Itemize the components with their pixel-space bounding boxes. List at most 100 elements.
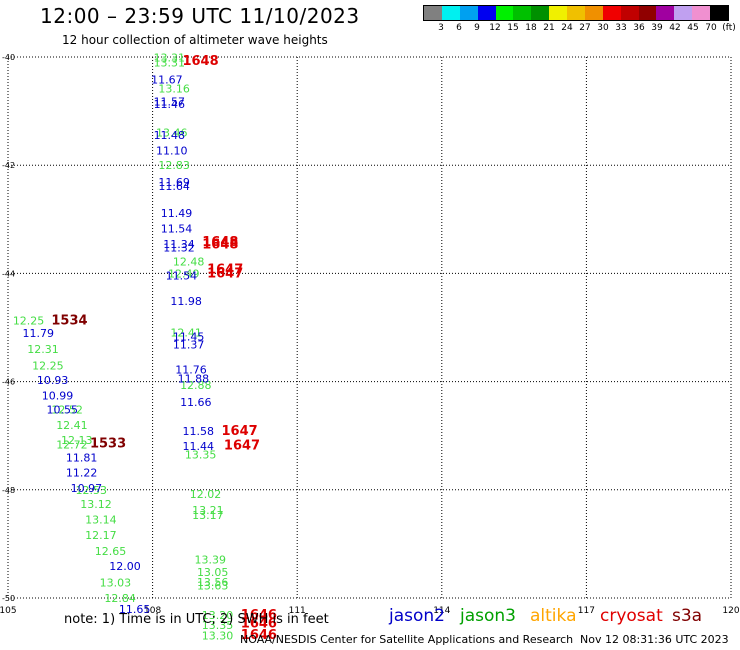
x-tick-label: 120 xyxy=(722,606,739,616)
cryosat-point-label: 1647 xyxy=(224,438,260,453)
color-swatch xyxy=(513,6,532,20)
jason3-point-label: 13.39 xyxy=(195,554,227,567)
color-scale-label: 9 xyxy=(474,23,480,33)
cryosat-point-label: 1647 xyxy=(207,266,243,281)
y-tick-label: -42 xyxy=(2,161,15,170)
color-scale-label: (ft) xyxy=(722,23,736,33)
jason3-point-label: 13.20 xyxy=(202,609,234,622)
jason2-point-label: 11.88 xyxy=(178,372,210,385)
jason3-point-label: 13.31 xyxy=(154,52,186,65)
jason3-point-label: 12.25 xyxy=(13,314,45,327)
jason2-point-label: 11.64 xyxy=(158,180,190,193)
color-scale-legend: 3 6 9 12 15 18 21 24 27 30 33 36 39 42 45 70 (ft) xyxy=(423,5,736,35)
color-swatch xyxy=(620,6,639,20)
s3a-point-label: 1534 xyxy=(51,313,87,328)
jason3-point-label: 12.53 xyxy=(75,484,107,497)
satellite-label-s3a: s3a xyxy=(672,606,703,626)
jason3-point-label: 13.35 xyxy=(202,619,234,632)
jason2-point-label: 11.48 xyxy=(154,129,186,142)
jason2-point-label: 10.97 xyxy=(71,482,103,495)
color-swatch xyxy=(638,6,657,20)
color-swatch xyxy=(602,6,621,20)
jason3-point-label: 13.05 xyxy=(197,566,229,579)
jason2-point-label: 11.22 xyxy=(66,466,98,479)
jason2-point-label: 11.10 xyxy=(156,145,188,158)
chart-subtitle: 12 hour collection of altimeter wave hei… xyxy=(62,33,328,47)
jason3-point-label: 12.52 xyxy=(51,404,83,417)
cryosat-point-label: 1646 xyxy=(241,628,277,643)
jason3-point-label: 13.31 xyxy=(154,56,186,69)
jason3-point-label: 13.30 xyxy=(202,629,234,642)
jason3-point-label: 12.72 xyxy=(56,438,87,451)
satellite-label-altika: altika xyxy=(530,606,577,626)
x-tick-label: 117 xyxy=(578,606,595,616)
satellite-label-cryosat: cryosat xyxy=(600,606,663,626)
jason3-point-label: 13.03 xyxy=(100,576,132,589)
color-swatch xyxy=(549,6,567,20)
jason2-point-label: 11.32 xyxy=(163,241,195,254)
satellite-label-jason2: jason2 xyxy=(389,606,445,626)
jason3-point-label: 12.41 xyxy=(170,326,202,339)
jason3-point-label: 13.63 xyxy=(197,580,229,593)
y-tick-label: -46 xyxy=(2,378,15,387)
color-swatch xyxy=(424,6,442,20)
jason3-point-label: 13.12 xyxy=(80,498,112,511)
color-scale-swatches xyxy=(423,5,729,21)
color-scale-label: 12 xyxy=(489,23,501,33)
color-scale-label: 42 xyxy=(669,23,681,33)
jason3-point-label: 12.41 xyxy=(56,419,87,432)
color-scale-label: 70 xyxy=(705,23,717,33)
color-scale-label: 27 xyxy=(579,23,591,33)
y-tick-label: -44 xyxy=(2,269,15,278)
color-swatch xyxy=(567,6,585,20)
color-scale-label: 15 xyxy=(507,23,519,33)
x-tick-label: 111 xyxy=(289,606,306,616)
color-scale-label: 6 xyxy=(456,23,462,33)
color-swatch xyxy=(656,6,675,20)
jason2-point-label: 11.49 xyxy=(161,207,193,220)
y-tick-label: -50 xyxy=(2,594,15,603)
color-scale-label: 30 xyxy=(597,23,609,33)
cryosat-point-label: 1648 xyxy=(182,54,218,69)
y-tick-label: -40 xyxy=(2,53,15,62)
jason3-point-label: 12.48 xyxy=(173,255,205,268)
jason2-point-label: 11.67 xyxy=(151,74,183,87)
jason3-point-label: 13.16 xyxy=(158,82,190,95)
footer-note: note: 1) Time is in UTC; 2) SWH is in fe… xyxy=(64,612,329,627)
chart-title: 12:00 – 23:59 UTC 11/10/2023 xyxy=(40,4,360,28)
cryosat-point-label: 1647 xyxy=(207,263,243,278)
jason3-point-label: 12.65 xyxy=(95,545,127,558)
color-swatch xyxy=(441,6,460,20)
jason2-point-label: 11.37 xyxy=(173,338,205,351)
axis-tick-labels: 105 108 111 114 117 120 -40 -42 -44 -46 -48 -50 xyxy=(0,53,740,616)
jason3-point-label: 12.49 xyxy=(168,267,200,280)
jason3-point-label: 12.17 xyxy=(85,529,117,542)
jason3-point-label: 12.02 xyxy=(190,488,222,501)
jason2-point-label: 11.54 xyxy=(161,222,193,235)
cryosat-point-label: 1648 xyxy=(202,235,238,250)
jason3-point-label: 12.88 xyxy=(180,379,212,392)
x-tick-label: 114 xyxy=(433,606,450,616)
jason2-point-label: 11.57 xyxy=(154,95,186,108)
jason2-point-label: 11.65 xyxy=(119,603,151,616)
color-swatch xyxy=(495,6,514,20)
color-swatch xyxy=(531,6,550,20)
color-scale-label: 3 xyxy=(438,23,444,33)
jason3-point-label: 12.83 xyxy=(158,159,190,172)
footer-timestamp: Nov 12 08:31:36 UTC 2023 xyxy=(580,633,729,646)
jason2-point-label: 11.46 xyxy=(154,98,186,111)
cryosat-point-label: 1646 xyxy=(241,616,277,631)
color-swatch xyxy=(692,6,710,20)
color-scale-label: 21 xyxy=(543,23,555,33)
jason3-point-label: 12.25 xyxy=(32,359,64,372)
jason2-point-label: 11.44 xyxy=(182,440,214,453)
jason2-point-label: 11.54 xyxy=(166,270,198,283)
jason2-point-label: 10.55 xyxy=(47,404,78,417)
x-tick-label: 105 xyxy=(0,606,17,616)
jason2-point-label: 11.66 xyxy=(180,396,212,409)
s3a-point-label: 1533 xyxy=(90,436,126,451)
jason2-point-label: 11.98 xyxy=(170,295,202,308)
color-swatch xyxy=(584,6,603,20)
